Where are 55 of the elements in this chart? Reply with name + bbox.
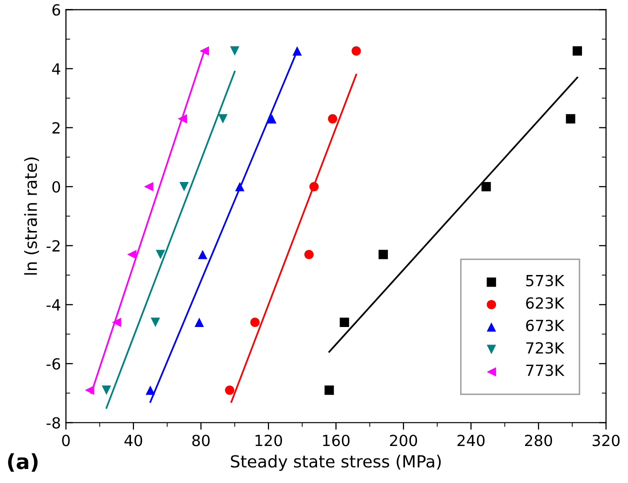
point xyxy=(250,318,260,327)
y-tick-label: -6 xyxy=(46,358,60,370)
y-tick-label: 6 xyxy=(52,4,60,16)
point xyxy=(230,46,240,56)
point xyxy=(324,386,334,395)
point xyxy=(218,114,228,124)
x-tick-label: 280 xyxy=(525,434,552,446)
point xyxy=(144,182,154,192)
point xyxy=(178,114,188,124)
x-tick-label: 200 xyxy=(390,434,418,446)
y-tick-label: -4 xyxy=(46,299,60,310)
x-tick-label: 80 xyxy=(192,434,210,446)
point xyxy=(235,182,244,192)
point xyxy=(292,46,302,56)
point xyxy=(179,182,189,192)
x-tick-label: 40 xyxy=(124,434,142,446)
point xyxy=(194,318,204,327)
point xyxy=(146,386,155,395)
point xyxy=(566,114,576,124)
x-tick-label: 0 xyxy=(62,434,70,446)
point xyxy=(112,318,122,327)
point xyxy=(572,46,582,56)
point xyxy=(150,318,160,327)
point xyxy=(340,318,350,327)
point xyxy=(352,46,361,56)
point xyxy=(102,386,112,395)
point xyxy=(198,250,208,260)
legend-label: 673K xyxy=(526,320,565,332)
point xyxy=(328,114,338,124)
point xyxy=(156,250,166,260)
point xyxy=(200,46,209,56)
y-tick-label: -8 xyxy=(46,417,60,429)
text: (a) xyxy=(8,453,38,472)
y-tick-label: 0 xyxy=(52,181,60,193)
legend-label: 573K xyxy=(526,274,565,286)
legend-label: 723K xyxy=(526,342,565,354)
x-tick-label: 160 xyxy=(323,434,350,446)
point xyxy=(309,182,319,192)
point xyxy=(84,386,94,395)
legend-label: 773K xyxy=(526,364,565,376)
point xyxy=(224,386,234,395)
point xyxy=(304,250,314,260)
y-axis-title: ln (strain rate) xyxy=(24,158,40,275)
x-tick-label: 240 xyxy=(458,434,485,446)
y-tick-label: 2 xyxy=(52,122,60,134)
x-tick-label: 120 xyxy=(256,434,282,446)
point xyxy=(127,250,136,260)
point xyxy=(378,250,388,260)
legend-label: 623K xyxy=(526,297,565,309)
point xyxy=(482,182,491,192)
y-tick-label: -2 xyxy=(46,240,60,252)
x-tick-label: 320 xyxy=(592,434,620,446)
point xyxy=(267,114,277,124)
x-axis-title: Steady state stress (MPa) xyxy=(230,454,441,471)
y-tick-label: 4 xyxy=(52,63,60,74)
